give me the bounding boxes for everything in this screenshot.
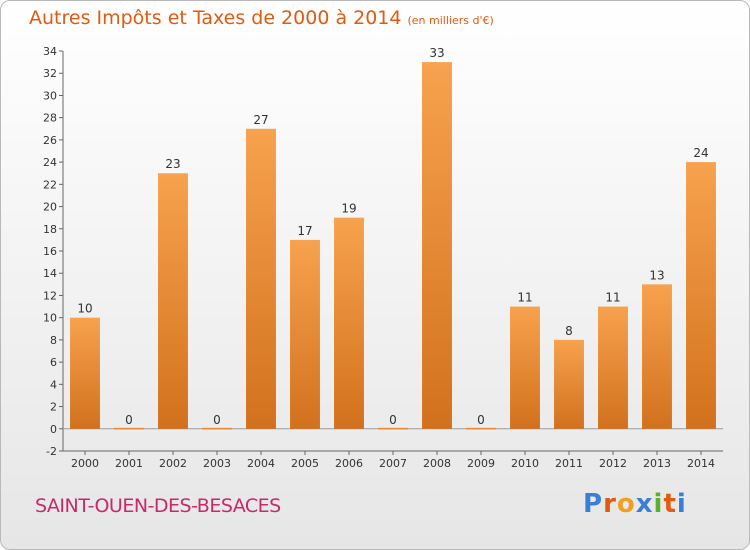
x-tick-label: 2003: [203, 457, 231, 470]
y-tick-label: 8: [50, 334, 57, 347]
x-tick-label: 2004: [247, 457, 275, 470]
y-tick-label: -2: [46, 445, 57, 458]
data-label: 11: [517, 291, 532, 305]
y-tick-label: 34: [43, 45, 57, 58]
x-tick-label: 2010: [511, 457, 539, 470]
y-tick-label: 26: [43, 134, 57, 147]
data-label: 17: [297, 224, 312, 238]
y-tick-label: 30: [43, 89, 57, 102]
x-tick-label: 2006: [335, 457, 363, 470]
chart-title: Autres Impôts et Taxes de 2000 à 2014 (en…: [29, 7, 494, 29]
x-tick-label: 2002: [159, 457, 187, 470]
y-tick-label: 22: [43, 178, 57, 191]
x-tick-label: 2001: [115, 457, 143, 470]
y-tick-label: 32: [43, 67, 57, 80]
x-tick-label: 2005: [291, 457, 319, 470]
data-label: 0: [213, 413, 221, 427]
y-tick-label: 2: [50, 401, 57, 414]
logo-letter: i: [676, 489, 687, 519]
bar: [158, 173, 188, 429]
x-tick-label: 2011: [555, 457, 583, 470]
y-tick-label: 14: [43, 267, 57, 280]
x-tick-label: 2012: [599, 457, 627, 470]
y-tick-label: 6: [50, 356, 57, 369]
x-tick-label: 2014: [687, 457, 715, 470]
x-tick-label: 2009: [467, 457, 495, 470]
data-label: 11: [605, 291, 620, 305]
y-tick-label: 16: [43, 245, 57, 258]
data-label: 27: [253, 113, 268, 127]
y-tick-label: 28: [43, 112, 57, 125]
bar: [510, 306, 540, 429]
data-label: 0: [389, 413, 397, 427]
y-tick-label: 20: [43, 201, 57, 214]
bar: [378, 427, 408, 430]
data-label: 8: [565, 324, 573, 338]
chart-bars: [70, 62, 716, 430]
bar: [246, 128, 276, 429]
x-tick-label: 2013: [643, 457, 671, 470]
y-tick-label: 24: [43, 156, 57, 169]
logo-letter: r: [603, 489, 617, 519]
bar: [202, 427, 232, 430]
logo-letter: i: [653, 489, 664, 519]
bar: [114, 427, 144, 430]
data-label: 33: [429, 46, 444, 60]
bar: [598, 306, 628, 429]
bar: [642, 284, 672, 429]
bar: [290, 239, 320, 429]
y-tick-label: 4: [50, 378, 57, 391]
y-tick-label: 12: [43, 289, 57, 302]
bar: [554, 339, 584, 429]
x-tick-label: 2008: [423, 457, 451, 470]
data-label: 0: [477, 413, 485, 427]
logo-letter: P: [583, 489, 604, 519]
bar: [466, 427, 496, 430]
logo-letter: x: [635, 489, 654, 519]
bar: [70, 317, 100, 429]
bar: [686, 162, 716, 429]
logo-letter: t: [663, 489, 677, 519]
y-tick-label: 18: [43, 223, 57, 236]
data-label: 0: [125, 413, 133, 427]
proxiti-logo: Proxiti: [583, 489, 687, 519]
bar: [334, 217, 364, 429]
x-tick-label: 2007: [379, 457, 407, 470]
data-label: 24: [693, 146, 708, 160]
y-tick-label: 10: [43, 312, 57, 325]
commune-name: SAINT-OUEN-DES-BESACES: [35, 495, 281, 517]
logo-letter: o: [616, 489, 636, 519]
data-label: 13: [649, 268, 664, 282]
x-tick-label: 2000: [71, 457, 99, 470]
bar: [422, 62, 452, 429]
chart-unit: (en milliers d'€): [407, 14, 494, 27]
chart-labels: -202468101214161820222426283032342000102…: [43, 45, 715, 470]
data-label: 10: [77, 302, 92, 316]
data-label: 19: [341, 202, 356, 216]
chart-title-text: Autres Impôts et Taxes de 2000 à 2014: [29, 7, 402, 29]
y-tick-label: 0: [50, 423, 57, 436]
data-label: 23: [165, 157, 180, 171]
